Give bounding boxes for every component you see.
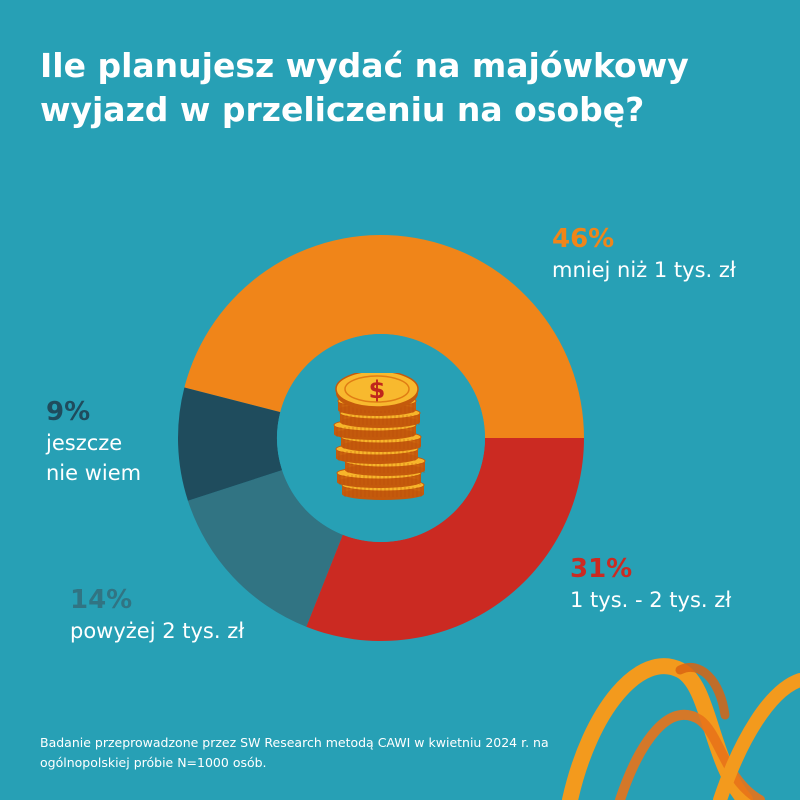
label-powyzej-2-tys: 14% powyżej 2 tys. zł <box>70 584 244 646</box>
donut-slice-1 <box>184 234 584 438</box>
slice-category-label: mniej niż 1 tys. zł <box>552 258 736 282</box>
label-1-2-tys: 31% 1 tys. - 2 tys. zł <box>570 553 731 615</box>
slice-value-label: 46% <box>552 224 615 254</box>
orange-ribbon-logo <box>562 658 800 800</box>
slice-category-label: jeszcze nie wiem <box>46 431 142 485</box>
slice-value-label: 31% <box>570 554 633 584</box>
label-jeszcze-nie-wiem: 9% jeszcze nie wiem <box>46 396 141 488</box>
chart-title: Ile planujesz wydać na majówkowy wyjazd … <box>40 46 689 129</box>
svg-text:$: $ <box>369 376 386 404</box>
slice-category-label: powyżej 2 tys. zł <box>70 619 245 643</box>
slice-value-label: 14% <box>70 585 133 615</box>
donut-slice-3 <box>187 470 343 627</box>
donut-slice-2 <box>306 438 584 641</box>
slice-value-label: 9% <box>46 397 91 427</box>
slice-category-label: 1 tys. - 2 tys. zł <box>570 588 732 612</box>
label-mniej-niz-1-tys: 46% mniej niż 1 tys. zł <box>552 223 736 285</box>
source-footnote: Badanie przeprowadzone przez SW Research… <box>40 735 549 770</box>
stacked-coins-dollar-icon: $ <box>333 373 426 500</box>
donut-slice-4 <box>178 387 283 501</box>
